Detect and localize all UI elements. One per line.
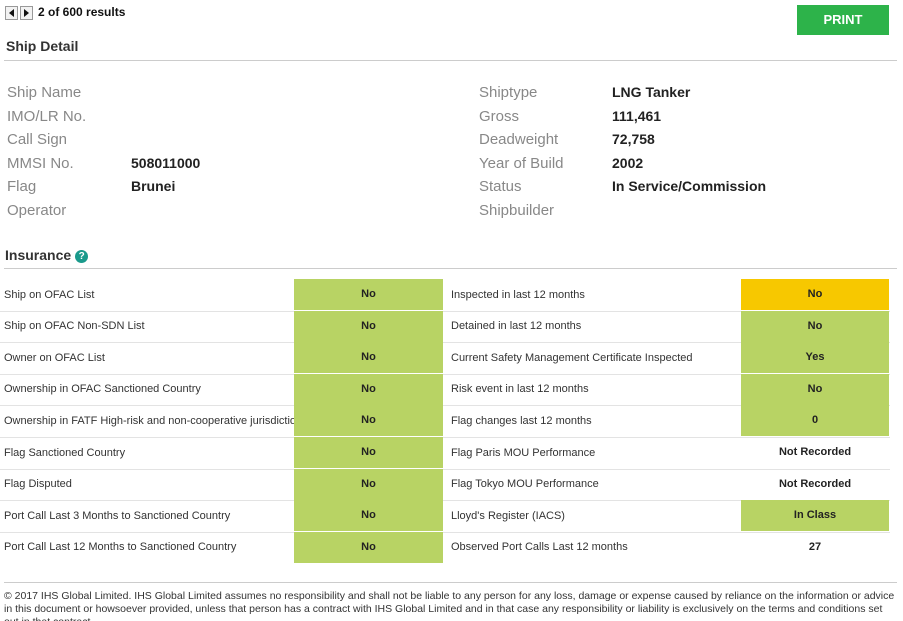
copyright-disclaimer: © 2017 IHS Global Limited. IHS Global Li… xyxy=(4,590,895,621)
insurance-status-cell: No xyxy=(294,279,443,310)
insurance-status-cell: No xyxy=(294,469,443,500)
insurance-status-cell: 0 xyxy=(741,405,889,436)
insurance-row-label: Owner on OFAC List xyxy=(4,352,105,364)
insurance-row-label: Current Safety Management Certificate In… xyxy=(451,352,693,364)
insurance-row-label: Port Call Last 12 Months to Sanctioned C… xyxy=(4,541,237,553)
detail-label: Flag xyxy=(7,178,37,195)
insurance-row-label: Flag Paris MOU Performance xyxy=(451,447,596,459)
insurance-status-cell: No xyxy=(294,374,443,405)
detail-label: Operator xyxy=(7,202,67,219)
detail-label: Shiptype xyxy=(479,84,538,101)
detail-label: Status xyxy=(479,178,522,195)
detail-label: Shipbuilder xyxy=(479,202,555,219)
insurance-row-label: Flag changes last 12 months xyxy=(451,415,592,427)
divider xyxy=(4,268,897,269)
insurance-status-cell: In Class xyxy=(741,500,889,531)
row-divider xyxy=(0,469,890,470)
insurance-status-cell: No xyxy=(294,311,443,342)
question-circle-icon[interactable]: ? xyxy=(75,250,89,263)
flag-value: Brunei xyxy=(131,178,176,194)
row-divider xyxy=(0,342,890,343)
insurance-title: Insurance? xyxy=(5,247,89,263)
triangle-left-icon xyxy=(9,9,14,17)
status-value: In Service/Commission xyxy=(612,178,767,194)
insurance-status-cell: No xyxy=(294,532,443,563)
insurance-row-label: Lloyd's Register (IACS) xyxy=(451,510,565,522)
detail-label: Year of Build xyxy=(479,155,564,172)
insurance-status-cell: No xyxy=(741,374,889,405)
detail-label: Ship Name xyxy=(7,84,82,101)
insurance-status-cell: No xyxy=(294,342,443,373)
insurance-status-cell: Yes xyxy=(741,342,889,373)
insurance-row-label: Flag Sanctioned Country xyxy=(4,447,126,459)
detail-label: MMSI No. xyxy=(7,155,74,172)
insurance-row-label: Ship on OFAC Non-SDN List xyxy=(4,320,145,332)
gross-value: 111,461 xyxy=(612,108,662,124)
row-divider xyxy=(0,500,890,501)
insurance-row-label: Risk event in last 12 months xyxy=(451,383,589,395)
deadweight-value: 72,758 xyxy=(612,131,655,147)
result-count: 2 of 600 results xyxy=(38,5,126,19)
ship-detail-title: Ship Detail xyxy=(6,38,79,54)
detail-label: Gross xyxy=(479,108,520,125)
insurance-status-cell: No xyxy=(294,437,443,468)
insurance-row-label: Inspected in last 12 months xyxy=(451,289,585,301)
mmsi-value: 508011000 xyxy=(131,155,201,171)
previous-result-button[interactable] xyxy=(5,6,18,20)
insurance-row-label: Flag Tokyo MOU Performance xyxy=(451,478,599,490)
insurance-row-label: Ownership in OFAC Sanctioned Country xyxy=(4,383,201,395)
insurance-row-label: Port Call Last 3 Months to Sanctioned Co… xyxy=(4,510,231,522)
insurance-row-label: Flag Disputed xyxy=(4,478,72,490)
year-of-build-value: 2002 xyxy=(612,155,644,171)
row-divider xyxy=(0,437,890,438)
results-pager-bar: 2 of 600 results PRINT xyxy=(0,0,903,40)
insurance-status-cell: No xyxy=(741,311,889,342)
row-divider xyxy=(0,374,890,375)
next-result-button[interactable] xyxy=(20,6,33,20)
insurance-status-cell: Not Recorded xyxy=(778,446,852,458)
row-divider xyxy=(0,405,890,406)
row-divider xyxy=(0,311,890,312)
insurance-status-cell: 27 xyxy=(808,541,822,553)
divider xyxy=(4,60,897,61)
row-divider xyxy=(0,532,890,533)
insurance-row-label: Ship on OFAC List xyxy=(4,289,95,301)
detail-label: IMO/LR No. xyxy=(7,108,87,125)
divider xyxy=(4,582,897,583)
insurance-status-cell: No xyxy=(294,500,443,531)
insurance-status-cell: No xyxy=(294,405,443,436)
print-button[interactable]: PRINT xyxy=(797,5,889,35)
detail-label: Call Sign xyxy=(7,131,68,148)
shiptype-value: LNG Tanker xyxy=(612,84,691,100)
insurance-status-cell: No xyxy=(741,279,889,310)
insurance-row-label: Detained in last 12 months xyxy=(451,320,582,332)
detail-label: Deadweight xyxy=(479,131,559,148)
insurance-title-text: Insurance xyxy=(5,247,72,263)
insurance-row-label: Ownership in FATF High-risk and non-coop… xyxy=(4,415,308,427)
insurance-row-label: Observed Port Calls Last 12 months xyxy=(451,541,628,553)
insurance-status-cell: Not Recorded xyxy=(778,478,852,490)
triangle-right-icon xyxy=(24,9,29,17)
